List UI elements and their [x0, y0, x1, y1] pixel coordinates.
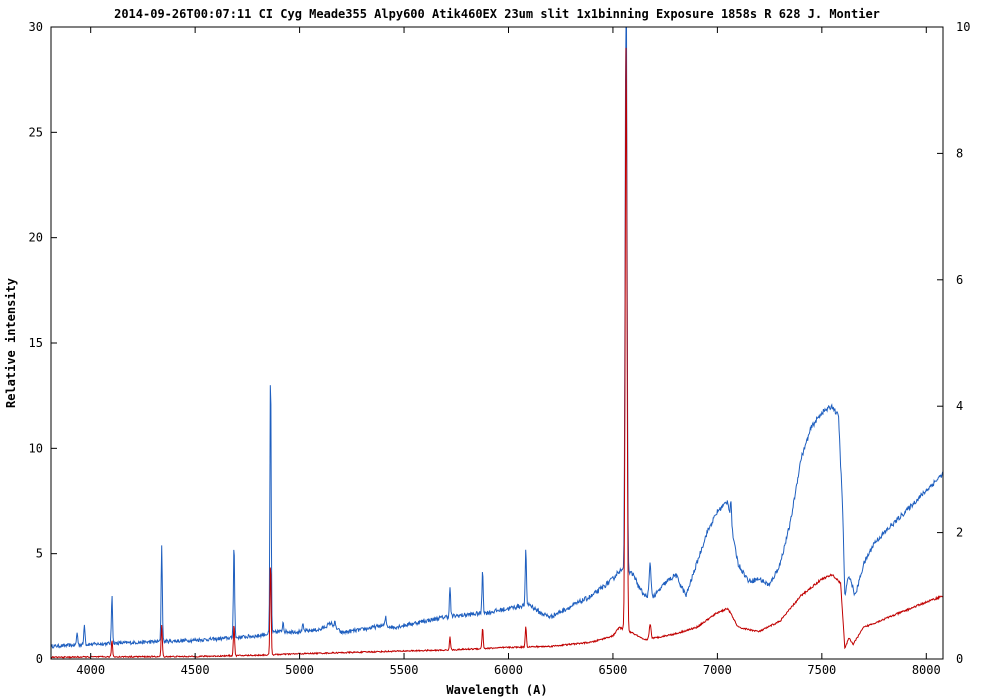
y-tick-label: 0 — [36, 652, 43, 666]
y-tick-label: 20 — [29, 231, 43, 245]
y-axis-right: 0 2 4 6 8 10 — [937, 20, 970, 666]
x-tick-label: 5000 — [285, 663, 314, 677]
y2-tick-label: 6 — [956, 273, 963, 287]
x-axis: 4000 4500 5000 5500 6000 6500 7000 7500 8000 — [76, 27, 941, 677]
y2-tick-label: 2 — [956, 526, 963, 540]
x-tick-label: 6500 — [598, 663, 627, 677]
x-tick-label: 8000 — [912, 663, 941, 677]
x-tick-label: 7000 — [703, 663, 732, 677]
y-axis-left: 0 5 10 15 20 25 30 — [29, 20, 57, 666]
plot-frame — [50, 26, 944, 660]
y-tick-label: 10 — [29, 441, 43, 455]
y-axis-label: Relative intensity — [4, 278, 18, 408]
x-tick-label: 4500 — [181, 663, 210, 677]
x-tick-label: 6000 — [494, 663, 523, 677]
y2-tick-label: 10 — [956, 20, 970, 34]
series-line-red — [50, 47, 944, 659]
x-tick-label: 5500 — [390, 663, 419, 677]
series-line-blue — [50, 26, 944, 649]
x-axis-label: Wavelength (A) — [446, 683, 547, 697]
x-tick-label: 4000 — [76, 663, 105, 677]
y-tick-label: 5 — [36, 547, 43, 561]
y-tick-label: 30 — [29, 20, 43, 34]
y2-tick-label: 4 — [956, 399, 963, 413]
y-tick-label: 25 — [29, 125, 43, 139]
y2-tick-label: 8 — [956, 146, 963, 160]
series-layer — [50, 26, 944, 659]
y2-tick-label: 0 — [956, 652, 963, 666]
chart-title: 2014-09-26T00:07:11 CI Cyg Meade355 Alpy… — [114, 7, 880, 21]
x-tick-label: 7500 — [807, 663, 836, 677]
y-tick-label: 15 — [29, 336, 43, 350]
